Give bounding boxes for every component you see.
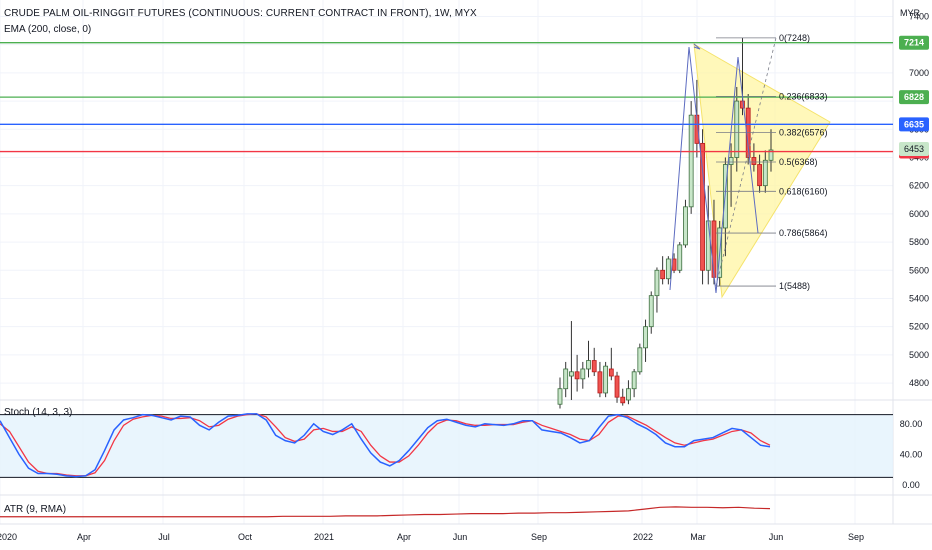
candle-body <box>728 157 734 165</box>
candle-body <box>711 220 717 278</box>
candle-body <box>614 375 620 398</box>
ema-legend: EMA (200, close, 0) <box>4 24 92 35</box>
stoch-d-line <box>0 413 771 477</box>
stoch-tick-label: 0.00 <box>902 480 920 490</box>
time-tick-label: Sep <box>848 532 864 542</box>
candle-body <box>608 368 614 377</box>
fib-level-label: 0.618(6160) <box>779 186 828 196</box>
stoch-legend: Stoch (14, 3, 3) <box>4 407 73 418</box>
candle-body <box>603 365 609 394</box>
candle-body <box>688 114 694 208</box>
currency-label: MYR <box>900 8 921 18</box>
candle-body <box>631 371 637 390</box>
stoch-tick-label: 80.00 <box>900 419 923 429</box>
price-level-tag-label: 6828 <box>904 92 924 102</box>
time-tick-label: 2021 <box>314 532 334 542</box>
candle-body <box>762 159 768 187</box>
time-tick-label: 2022 <box>633 532 653 542</box>
fib-level-label: 0.382(6576) <box>779 128 828 138</box>
fib-level-label: 0.236(6833) <box>779 91 828 101</box>
last-price-tag <box>899 141 929 156</box>
time-tick-label: Mar <box>690 532 706 542</box>
time-tick-label: Oct <box>238 532 253 542</box>
candle-body <box>591 360 597 373</box>
price-tick-label: 5000 <box>909 350 929 360</box>
candle-body <box>586 360 591 370</box>
candle-body <box>557 388 563 405</box>
candle-body <box>751 157 757 165</box>
time-tick-label: Jun <box>453 532 468 542</box>
candle-body <box>574 371 580 380</box>
stoch-tick-label: 40.00 <box>900 449 923 459</box>
candle-body <box>660 269 666 280</box>
price-tick-label: 6200 <box>909 181 929 191</box>
price-tick-label: 5200 <box>909 322 929 332</box>
stoch-band <box>0 414 893 478</box>
stoch-k-line <box>0 413 771 478</box>
candle-body <box>643 326 648 349</box>
price-tick-label: 6000 <box>909 209 929 219</box>
candle-body <box>597 371 603 394</box>
price-level-tag-label: 6635 <box>904 119 924 129</box>
price-level-tag <box>899 90 929 105</box>
fib-trendline <box>715 37 777 287</box>
price-level-tag <box>899 117 929 132</box>
candle-body <box>700 142 705 271</box>
time-tick-label: Jun <box>769 532 784 542</box>
price-tick-label: 7400 <box>909 11 929 21</box>
candle-body <box>626 388 631 401</box>
candle-body <box>620 396 626 404</box>
time-tick-label: Jul <box>158 532 170 542</box>
triangle-pattern <box>693 43 831 299</box>
candle-body <box>637 347 643 373</box>
price-tick-label: 5800 <box>909 237 929 247</box>
candle-body <box>757 164 762 187</box>
candle-body <box>580 368 586 380</box>
candle-body <box>768 149 774 161</box>
time-tick-label: 2020 <box>0 532 17 542</box>
price-tick-label: 5600 <box>909 265 929 275</box>
wave-path <box>669 46 759 294</box>
candle-body <box>563 368 569 390</box>
price-tick-label: 4800 <box>909 378 929 388</box>
fib-level-label: 1(5488) <box>779 281 810 291</box>
time-tick-label: Apr <box>397 532 411 542</box>
price-level-tag-label: 7214 <box>904 38 924 48</box>
price-tick-label: 7000 <box>909 68 929 78</box>
atr-line <box>0 506 771 518</box>
wave-arrow <box>693 43 701 50</box>
last-price-label: 6453 <box>904 144 924 154</box>
price-tick-label: 5400 <box>909 293 929 303</box>
candle-body <box>665 258 671 280</box>
candle-body <box>683 206 688 246</box>
candle-body <box>705 220 711 271</box>
fib-level-label: 0.786(5864) <box>779 228 828 238</box>
candle-body <box>677 244 683 271</box>
time-tick-label: Apr <box>77 532 91 542</box>
fib-level-label: 0(7248) <box>779 33 810 43</box>
candle-body <box>654 269 660 297</box>
candle-body <box>734 100 740 158</box>
atr-legend: ATR (9, RMA) <box>4 504 67 515</box>
price-level-tag <box>899 35 929 50</box>
candle-body <box>569 371 574 377</box>
candle-body <box>648 295 654 328</box>
time-tick-label: Sep <box>531 532 547 542</box>
fib-level-label: 0.5(6368) <box>779 157 818 167</box>
candle-body <box>740 100 745 109</box>
chart-title: CRUDE PALM OIL-RINGGIT FUTURES (CONTINUO… <box>4 8 477 19</box>
